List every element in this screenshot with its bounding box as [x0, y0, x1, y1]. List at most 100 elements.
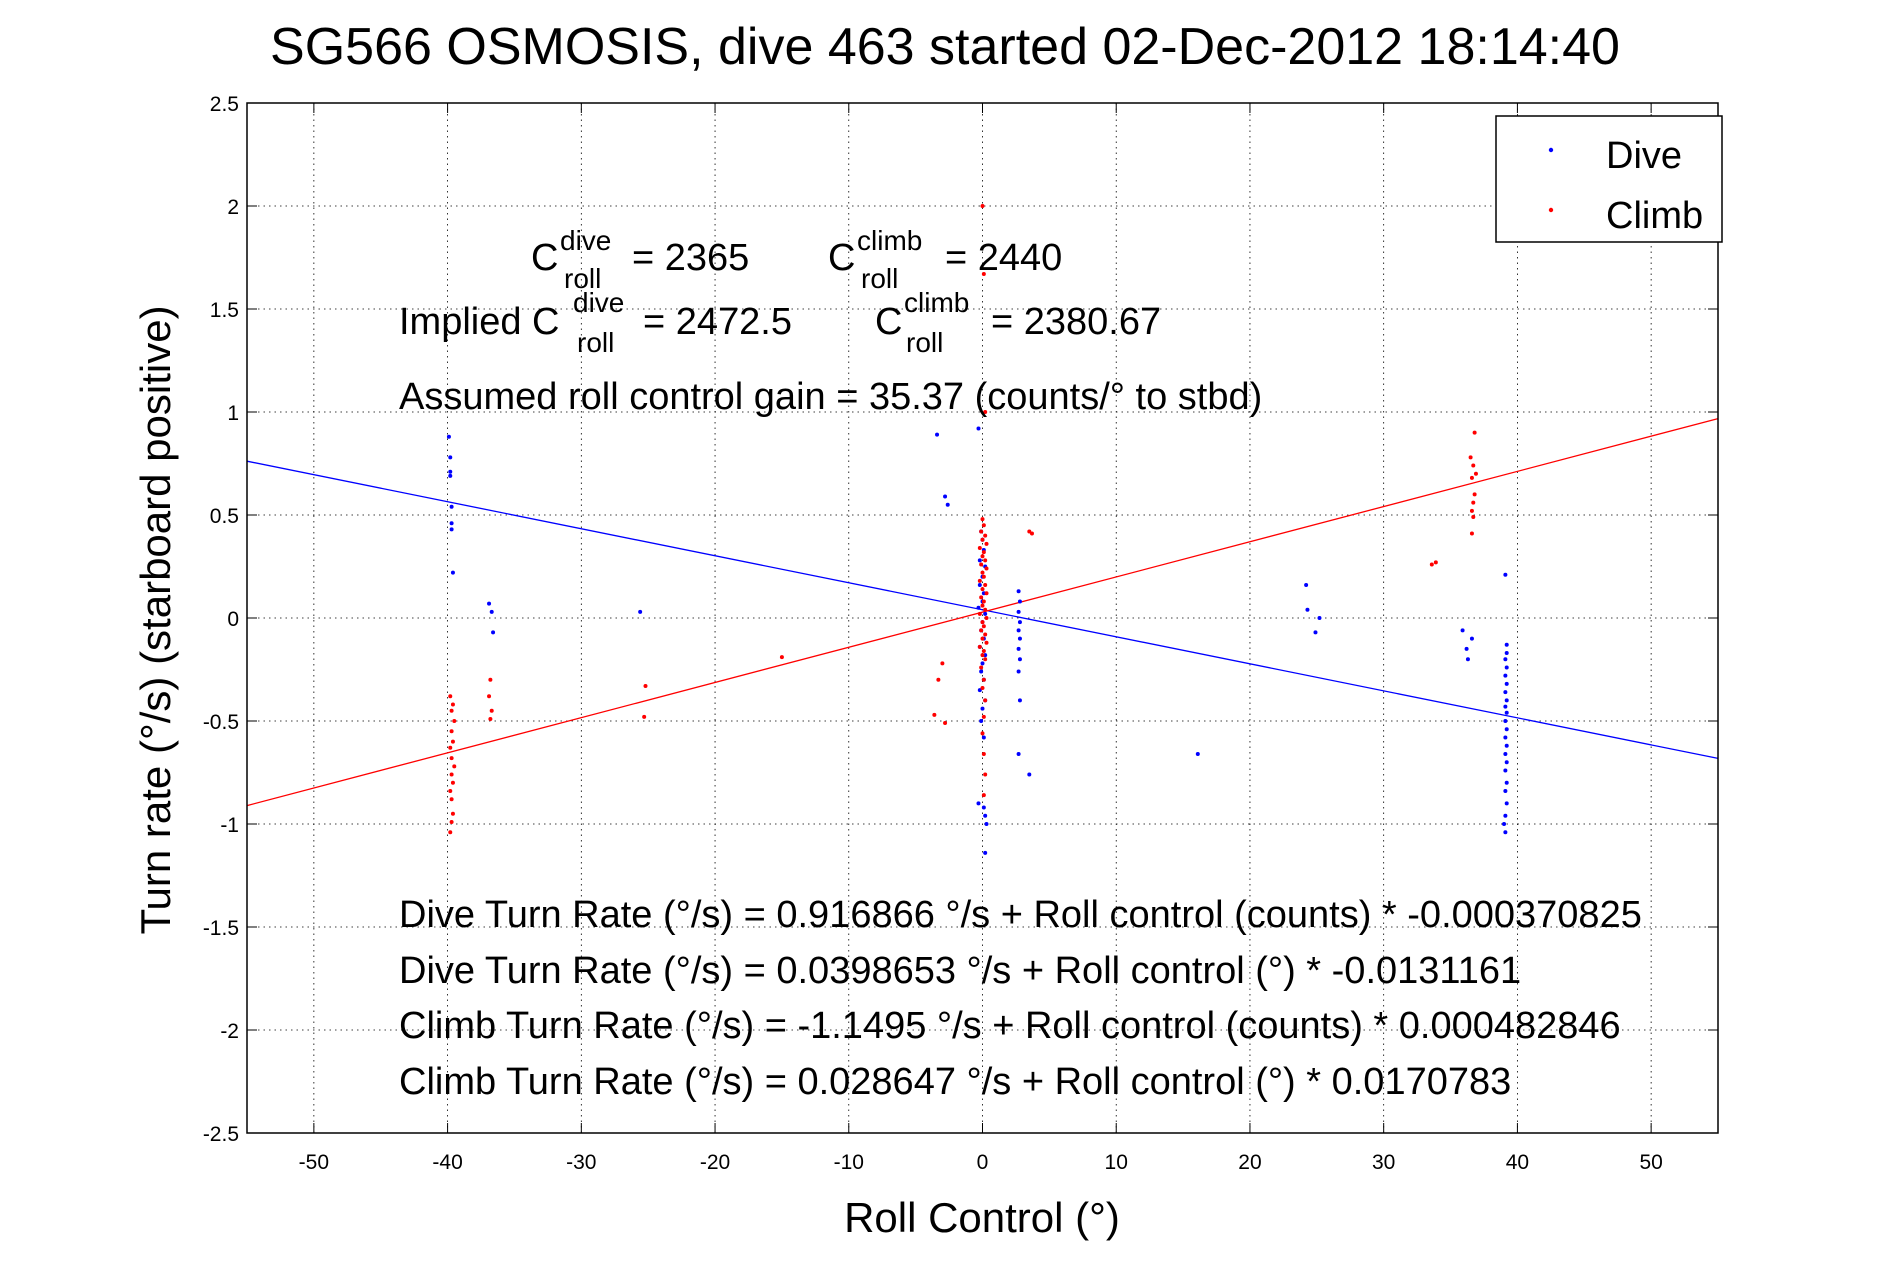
climb-point [1472, 430, 1477, 435]
implied-dive-sup: dive [573, 287, 624, 318]
dive-point [449, 527, 454, 532]
x-tick-label: 20 [1238, 1151, 1261, 1174]
climb-point [980, 603, 985, 608]
dive-point [1016, 646, 1021, 651]
climb-point [1468, 455, 1473, 460]
c-roll-dive-c: C [531, 237, 558, 279]
dive-point [1016, 609, 1021, 614]
climb-point [983, 657, 988, 662]
climb-point [1469, 508, 1474, 513]
dive-point [1017, 620, 1022, 625]
climb-point [981, 523, 986, 528]
climb-point [779, 655, 784, 660]
climb-point [450, 811, 455, 816]
y-tick-label: 2.5 [210, 93, 239, 116]
dive-point [1460, 628, 1465, 633]
dive-point [1504, 698, 1509, 703]
dive-point [1503, 768, 1508, 773]
dive-point [1503, 673, 1508, 678]
dive-point [1504, 760, 1509, 765]
dive-point [1504, 710, 1509, 715]
climb-point [1471, 463, 1476, 468]
climb-fit-line [246, 417, 1719, 807]
implied-climb-c: C [875, 301, 902, 343]
dive-point [1503, 704, 1508, 709]
climb-point [488, 716, 493, 721]
climb-point [984, 541, 989, 546]
climb-point [983, 607, 988, 612]
climb-point [980, 587, 985, 592]
y-axis-label: Turn rate (°/s) (starboard positive) [132, 305, 179, 934]
climb-point [981, 550, 986, 555]
dive-point [1016, 628, 1021, 633]
regression-equations: Dive Turn Rate (°/s) = 0.916866 °/s + Ro… [399, 894, 1642, 1103]
y-tick-label: 2 [227, 196, 239, 219]
dive-point [1016, 751, 1021, 756]
fit-lines [246, 417, 1719, 807]
climb-point [1471, 500, 1476, 505]
c-roll-climb-sup: climb [857, 225, 922, 256]
y-tick-label: -1.5 [203, 917, 239, 940]
climb-point [980, 517, 985, 522]
climb-point [983, 632, 988, 637]
y-tick-label: 1 [227, 402, 239, 425]
dive-point [1504, 801, 1509, 806]
climb-point [940, 661, 945, 666]
dive-point [945, 502, 950, 507]
c-roll-dive-sub: roll [564, 263, 601, 294]
climb-point [977, 545, 982, 550]
climb-point [1029, 531, 1034, 536]
dive-point [980, 661, 985, 666]
dive-point [1469, 636, 1474, 641]
c-roll-climb-c: C [828, 237, 855, 279]
climb-point [943, 721, 948, 726]
dive-point [1503, 690, 1508, 695]
climb-point [981, 714, 986, 719]
x-tick-label: 10 [1105, 1151, 1128, 1174]
climb-point [449, 729, 454, 734]
x-tick-label: 30 [1372, 1151, 1395, 1174]
dive-point [976, 426, 981, 431]
c-roll-annotations: C dive roll = 2365 C climb roll = 2440 I… [399, 225, 1262, 418]
legend-dive-label: Dive [1606, 135, 1682, 177]
dive-point [446, 434, 451, 439]
climb-point [981, 793, 986, 798]
climb-point [449, 708, 454, 713]
climb-point [1473, 471, 1478, 476]
climb-point [983, 410, 988, 414]
dive-point [977, 583, 982, 588]
dive-point [1017, 636, 1022, 641]
climb-point [981, 677, 986, 682]
dive-point [1465, 657, 1470, 662]
climb-point [981, 599, 986, 604]
legend: Dive Climb [1495, 115, 1723, 243]
dive-point [1504, 681, 1509, 686]
dive-point [1017, 657, 1022, 662]
climb-point [980, 204, 985, 208]
climb-point [452, 764, 457, 769]
climb-point [980, 636, 985, 641]
dive-point [1317, 616, 1322, 620]
x-axis-label: Roll Control (°) [844, 1194, 1120, 1241]
dive-point [1503, 751, 1508, 756]
grid [247, 102, 1718, 1134]
dive-point [449, 504, 454, 509]
dive-point [977, 558, 982, 563]
dive-point [1504, 727, 1509, 732]
implied-dive-sub: roll [577, 327, 614, 358]
climb-point [984, 640, 989, 645]
legend-climb-marker [1548, 207, 1554, 213]
climb-point [1469, 475, 1474, 480]
dive-point [979, 669, 984, 674]
climb-point [448, 830, 453, 835]
dive-point [1016, 669, 1021, 674]
implied-climb-sup: climb [904, 287, 969, 318]
climb-point [449, 797, 454, 802]
climb-point [980, 686, 985, 691]
axis-ticks: -50 -40 -30 -20 -10 0 10 20 30 40 50-2.5-2-1.5-1-0… [203, 93, 1718, 1174]
dive-point [979, 719, 984, 723]
c-roll-dive-value: = 2365 [632, 237, 749, 279]
dive-point [1195, 751, 1200, 756]
eq-dive-degrees: Dive Turn Rate (°/s) = 0.0398653 °/s + R… [399, 950, 1521, 992]
climb-point [487, 694, 492, 699]
